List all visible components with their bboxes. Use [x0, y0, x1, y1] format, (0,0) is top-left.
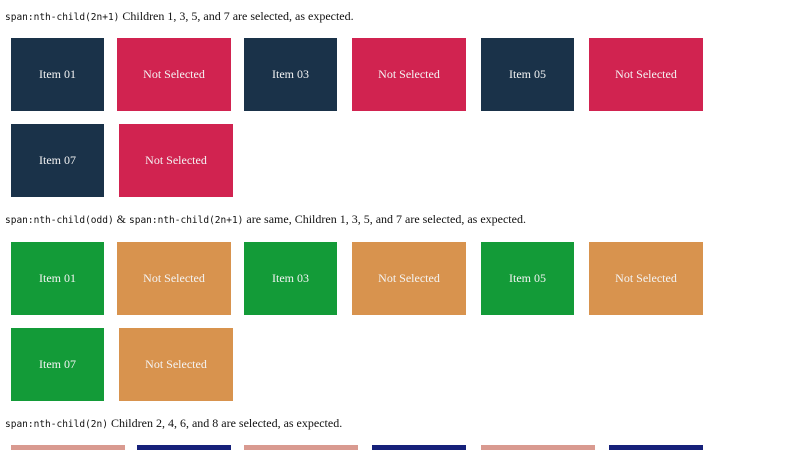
unselected-item: Not Selected [589, 38, 703, 111]
selected-item: Item 03 [244, 38, 337, 111]
caption-3: span:nth-child(2n) Children 2, 4, 6, and… [5, 416, 342, 431]
unselected-item: Not Selected [117, 242, 231, 315]
caption-text: Children 2, 4, 6, and 8 are selected, as… [107, 416, 343, 430]
selected-item: Item 01 [11, 38, 104, 111]
caption-text: Children 1, 3, 5, and 7 are selected, as… [119, 9, 354, 23]
selected-item: Item 01 [11, 242, 104, 315]
unselected-item [244, 445, 358, 450]
selected-item: Item 05 [481, 38, 574, 111]
selected-item: Item 05 [481, 242, 574, 315]
caption-text: are same, Children 1, 3, 5, and 7 are se… [243, 212, 526, 226]
selected-item [372, 445, 466, 450]
unselected-item [481, 445, 595, 450]
caption-1: span:nth-child(2n+1) Children 1, 3, 5, a… [5, 9, 354, 24]
unselected-item: Not Selected [352, 38, 466, 111]
selected-item: Item 07 [11, 328, 104, 401]
unselected-item: Not Selected [119, 124, 233, 197]
selector-code: span:nth-child(odd) [5, 215, 114, 226]
caption-joiner: & [113, 212, 130, 226]
unselected-item: Not Selected [119, 328, 233, 401]
caption-2: span:nth-child(odd) & span:nth-child(2n+… [5, 212, 526, 227]
selected-item [137, 445, 231, 450]
unselected-item: Not Selected [352, 242, 466, 315]
selected-item: Item 03 [244, 242, 337, 315]
selector-code: span:nth-child(2n+1) [5, 12, 120, 23]
selector-code: span:nth-child(2n) [5, 419, 108, 430]
unselected-item [11, 445, 125, 450]
selector-code: span:nth-child(2n+1) [129, 215, 244, 226]
unselected-item: Not Selected [589, 242, 703, 315]
selected-item [609, 445, 703, 450]
selected-item: Item 07 [11, 124, 104, 197]
unselected-item: Not Selected [117, 38, 231, 111]
